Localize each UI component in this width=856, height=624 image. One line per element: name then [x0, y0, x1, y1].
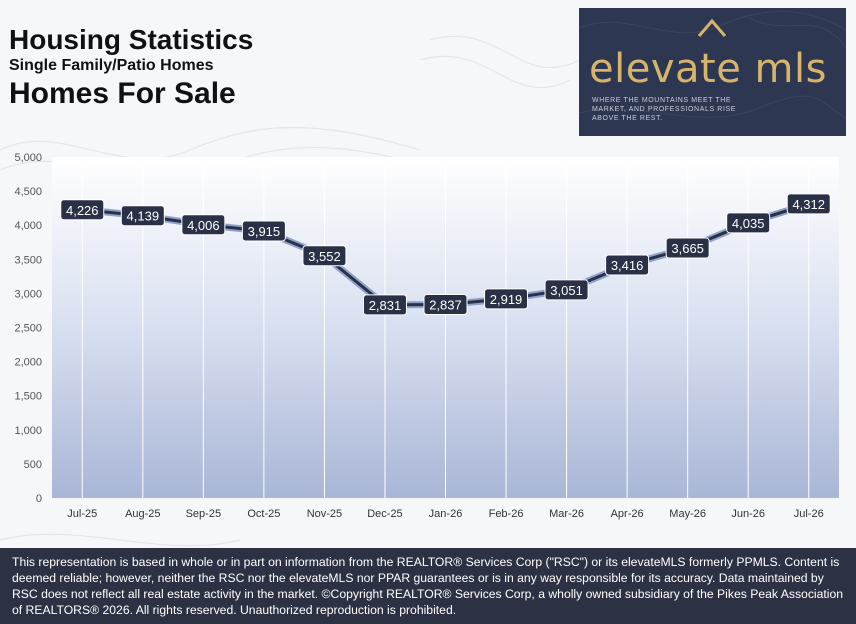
- data-label-box: [181, 214, 226, 236]
- data-label-box: [605, 254, 650, 276]
- x-tick-label: Aug-25: [125, 508, 160, 520]
- data-label-text: 3,665: [671, 241, 704, 256]
- x-tick-label: Dec-25: [367, 508, 402, 520]
- x-axis: Jul-25 Aug-25 Sep-25 Oct-25 Nov-25 Dec-25 Jan-…: [67, 508, 823, 520]
- data-label-box: [544, 279, 589, 301]
- y-tick-label: 4,000: [14, 220, 42, 232]
- data-label-text: 4,139: [127, 209, 160, 224]
- data-label-box: [241, 220, 286, 242]
- y-tick-label: 2,000: [14, 357, 42, 369]
- page-heading: Homes For Sale: [9, 77, 236, 110]
- data-labels: 4,226 4,139 4,006 3,915 3,552 2,831 2,837 2,919…: [60, 193, 831, 316]
- logo-wordmark: elevate mls: [589, 46, 827, 92]
- x-tick-label: Jul-26: [794, 508, 824, 520]
- x-tick-label: Feb-26: [489, 508, 524, 520]
- y-tick-label: 1,500: [14, 391, 42, 403]
- data-label-box: [786, 193, 831, 215]
- data-label-text: 4,006: [187, 218, 220, 233]
- elevate-mls-logo: elevate mls Where the mountains meet the…: [579, 8, 846, 136]
- data-label: 2,831: [362, 294, 407, 316]
- data-label: 3,552: [302, 245, 347, 267]
- data-label-box: [484, 288, 529, 310]
- x-tick-label: Sep-25: [186, 508, 221, 520]
- x-tick-label: Mar-26: [549, 508, 584, 520]
- x-tick-label: Nov-25: [307, 508, 342, 520]
- y-tick-label: 5,000: [14, 152, 42, 164]
- logo-tagline: Where the mountains meet the market, and…: [592, 97, 737, 122]
- data-label-text: 3,051: [550, 283, 583, 298]
- x-tick-label: Jul-25: [67, 508, 97, 520]
- y-tick-label: 3,500: [14, 254, 42, 266]
- data-label-text: 3,552: [308, 249, 341, 264]
- x-tick-label: Oct-25: [247, 508, 280, 520]
- homes-for-sale-line-chart: 0 500 1,000 1,500 2,000 2,500 3,000 3,500 4,000 4…: [14, 152, 839, 520]
- data-label-box: [120, 205, 165, 227]
- data-label-box: [665, 237, 710, 259]
- data-label: 4,312: [786, 193, 831, 215]
- y-tick-label: 500: [24, 459, 42, 471]
- y-tick-label: 3,000: [14, 288, 42, 300]
- data-label: 4,006: [181, 214, 226, 236]
- x-tick-label: Jun-26: [731, 508, 765, 520]
- data-label: 2,837: [423, 294, 468, 316]
- data-label: 3,665: [665, 237, 710, 259]
- data-label: 4,035: [726, 212, 771, 234]
- y-tick-label: 2,500: [14, 323, 42, 335]
- y-tick-label: 1,000: [14, 425, 42, 437]
- data-label-text: 3,416: [611, 258, 644, 273]
- data-label-text: 4,312: [792, 197, 825, 212]
- data-label: 2,919: [484, 288, 529, 310]
- y-axis: 0 500 1,000 1,500 2,000 2,500 3,000 3,500 4,000 4…: [14, 152, 42, 505]
- data-label-text: 2,831: [369, 298, 402, 313]
- data-label-box: [302, 245, 347, 267]
- data-label: 3,915: [241, 220, 286, 242]
- data-label-text: 2,919: [490, 292, 523, 307]
- data-label-box: [423, 294, 468, 316]
- data-label-box: [726, 212, 771, 234]
- data-label-box: [60, 199, 105, 221]
- data-label-text: 2,837: [429, 298, 462, 313]
- data-label-text: 4,226: [66, 203, 99, 218]
- data-label: 4,139: [120, 205, 165, 227]
- data-label: 4,226: [60, 199, 105, 221]
- page-title: Housing Statistics: [9, 24, 254, 55]
- data-label-box: [362, 294, 407, 316]
- page-subtitle: Single Family/Patio Homes: [9, 57, 214, 74]
- header: Housing Statistics Single Family/Patio H…: [9, 24, 253, 112]
- y-tick-label: 0: [36, 493, 42, 505]
- data-label: 3,416: [605, 254, 650, 276]
- data-label-text: 4,035: [732, 216, 765, 231]
- y-tick-label: 4,500: [14, 186, 42, 198]
- data-label-text: 3,915: [248, 224, 281, 239]
- grid-lines: [81, 157, 810, 498]
- logo-contour-icon: [579, 10, 846, 119]
- data-label: 3,051: [544, 279, 589, 301]
- footer-disclaimer: This representation is based in whole or…: [0, 548, 856, 624]
- x-tick-label: Apr-26: [611, 508, 644, 520]
- x-tick-label: May-26: [669, 508, 706, 520]
- mountain-peak-icon: [697, 18, 727, 37]
- x-tick-label: Jan-26: [429, 508, 463, 520]
